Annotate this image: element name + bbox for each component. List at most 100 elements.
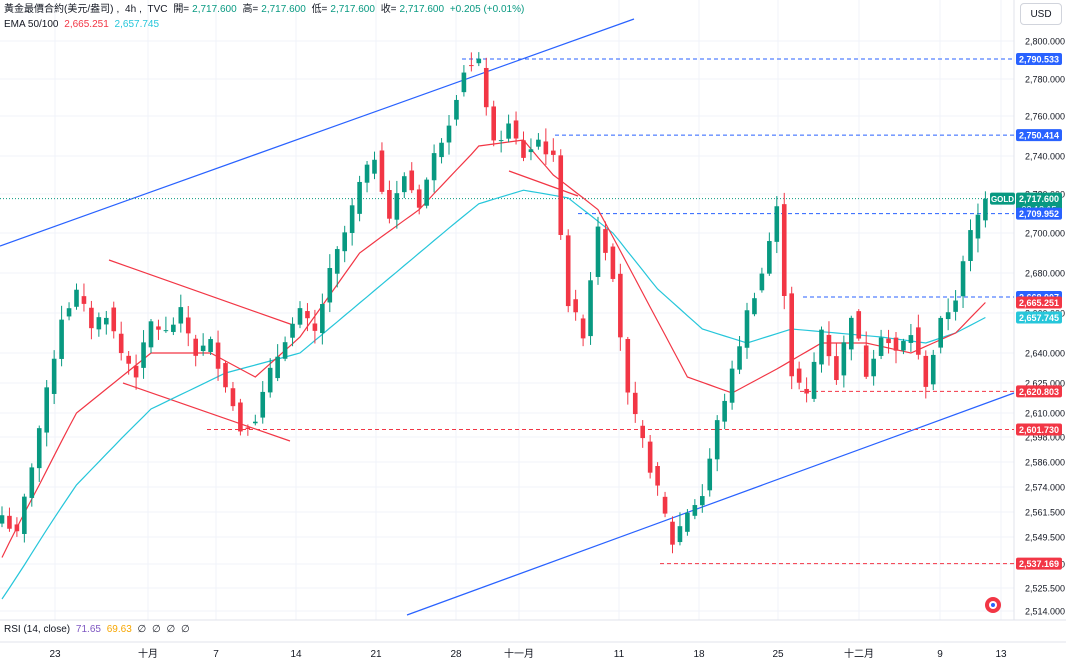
candle-body xyxy=(714,420,720,460)
candle-body xyxy=(916,327,921,355)
price-marker-box xyxy=(1016,557,1062,570)
candle-body xyxy=(260,391,266,418)
high-value: 2,717.600 xyxy=(261,4,306,15)
price-marker-label: 2,537.169 xyxy=(1019,559,1059,569)
time-tick-label: 十一月 xyxy=(504,647,534,660)
candle-body xyxy=(96,317,102,330)
candle-body xyxy=(565,235,571,307)
candle-body xyxy=(521,140,526,158)
time-tick-label: 25 xyxy=(772,649,784,660)
ema100-value: 2,657.745 xyxy=(114,19,160,30)
ema-legend[interactable]: EMA 50/100 2,665.251 2,657.745 xyxy=(4,19,162,31)
candle-body xyxy=(826,334,832,357)
upper-channel-line xyxy=(0,18,635,247)
price-tick-label: 2,561.500 xyxy=(1025,508,1065,518)
candle-body xyxy=(655,466,660,486)
candle-body xyxy=(662,496,668,514)
candle-body xyxy=(29,467,35,498)
candle-body xyxy=(215,342,221,369)
candle-body xyxy=(267,367,273,393)
candle-body xyxy=(409,170,415,191)
candle-body xyxy=(610,246,616,279)
candle-body xyxy=(834,356,839,381)
price-marker-box xyxy=(1016,52,1062,65)
candle-body xyxy=(0,515,5,524)
candle-body xyxy=(528,149,534,153)
price-marker-label: 2,790.533 xyxy=(1019,54,1059,64)
candle-body xyxy=(461,72,467,93)
candle-body xyxy=(819,329,824,365)
candle-body xyxy=(312,323,318,331)
price-marker-box xyxy=(1016,207,1062,220)
time-tick-label: 14 xyxy=(290,649,302,660)
candle-body xyxy=(59,319,64,359)
candle-body xyxy=(238,402,243,432)
time-tick-label: 11 xyxy=(614,649,625,660)
candle-body xyxy=(603,229,608,253)
candle-body xyxy=(245,427,251,429)
price-tick-label: 2,800.000 xyxy=(1025,37,1065,47)
candle-body xyxy=(36,428,42,469)
candle-body xyxy=(513,120,519,139)
candle-body xyxy=(394,193,400,220)
candle-body xyxy=(66,308,72,317)
time-tick-label: 18 xyxy=(693,649,705,660)
symbol-name[interactable]: 黃金最價合約(美元/盎司) xyxy=(4,4,114,15)
currency-button[interactable]: USD xyxy=(1020,3,1062,25)
candle-body xyxy=(625,338,631,393)
candle-body xyxy=(506,123,511,139)
rsi-value: 71.65 xyxy=(75,624,101,635)
rsi-legend[interactable]: RSI (14, close) 71.65 69.63 ∅ ∅ ∅ ∅ xyxy=(4,624,193,636)
price-marker-label: 2,717.600 xyxy=(1019,194,1059,204)
candle-body xyxy=(953,300,958,312)
price-tick-label: 2,574.000 xyxy=(1025,483,1065,493)
candle-body xyxy=(178,307,184,324)
rsi-label: RSI (14, close) xyxy=(4,624,71,635)
time-tick-label: 十二月 xyxy=(844,647,874,660)
rsi-extra-2: ∅ xyxy=(152,624,161,635)
time-tick-label: 28 xyxy=(450,649,462,660)
candle-body xyxy=(632,392,638,415)
candle-body xyxy=(349,205,355,233)
candle-body xyxy=(51,358,57,394)
interval[interactable]: 4h xyxy=(125,4,137,15)
candle-body xyxy=(707,458,713,491)
candle-body xyxy=(595,226,601,277)
candle-body xyxy=(22,496,27,534)
candle-body xyxy=(163,330,169,332)
price-marker-box xyxy=(1016,296,1062,309)
candle-body xyxy=(804,388,809,394)
candle-body xyxy=(14,524,20,532)
candle-body xyxy=(796,368,802,383)
price-marker-label: 2,665.251 xyxy=(1019,298,1059,308)
price-tick-label: 2,598.000 xyxy=(1025,433,1065,443)
candle-body xyxy=(588,280,593,337)
price-tick-label: 2,680.000 xyxy=(1025,269,1065,279)
candle-body xyxy=(647,441,653,473)
symbol-tag-box xyxy=(990,192,1015,205)
candle-body xyxy=(774,206,780,242)
candle-body xyxy=(431,153,437,181)
price-tick-label: 2,610.000 xyxy=(1025,409,1065,419)
candle-body xyxy=(886,338,891,344)
time-tick-label: 9 xyxy=(937,649,943,660)
rsi-extra-1: ∅ xyxy=(137,624,147,635)
price-marker-label: 2,601.730 xyxy=(1019,425,1059,435)
logo-icon[interactable] xyxy=(985,597,1001,613)
candle-body xyxy=(156,326,161,330)
candle-body xyxy=(692,505,698,516)
rsi-extra-4: ∅ xyxy=(181,624,190,635)
price-tick-label: 2,625.000 xyxy=(1025,379,1065,389)
candle-body xyxy=(171,324,176,332)
candle-body xyxy=(685,512,690,532)
candle-body xyxy=(618,273,623,338)
time-axis[interactable]: 23 十月 7 14 21 28 十一月 11 18 25 十二月 9 13 xyxy=(49,647,1007,660)
candle-body xyxy=(767,241,772,274)
candle-body xyxy=(141,342,146,368)
price-tick-label: 2,586.000 xyxy=(1025,458,1065,468)
candles xyxy=(0,52,988,554)
candle-body xyxy=(133,365,139,378)
candle-body xyxy=(7,515,12,529)
candle-body xyxy=(118,333,124,354)
